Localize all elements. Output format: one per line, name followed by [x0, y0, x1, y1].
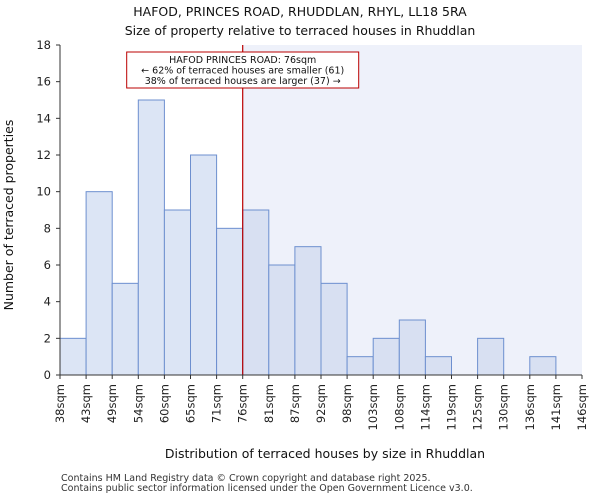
y-tick-label: 12	[36, 148, 51, 162]
plot-area: 0 2 4 6 8 10 12 14 16 18 38sqm 43sqm 49sqm 54sqm 60sqm…	[36, 38, 589, 430]
y-tick-label: 14	[36, 111, 51, 125]
x-tick-label-92sqm: 92sqm	[314, 384, 328, 423]
x-tick-label-71sqm: 71sqm	[210, 384, 224, 423]
bar-114sqm	[424, 356, 452, 376]
annotation-box: HAFOD PRINCES ROAD: 76sqm ← 62% of terra…	[126, 51, 360, 89]
x-tick-label-119sqm: 119sqm	[445, 384, 459, 430]
bar-108sqm	[398, 319, 426, 376]
y-tick-label: 18	[36, 38, 51, 52]
footer-line-2: Contains public sector information licen…	[61, 483, 473, 494]
y-axis-label: Number of terraced properties	[1, 120, 16, 311]
y-tick-label: 10	[36, 185, 51, 199]
bar-71sqm	[216, 227, 244, 376]
x-tick-label-49sqm: 49sqm	[105, 384, 119, 423]
y-tick-label: 8	[44, 221, 51, 235]
bar-76sqm	[242, 209, 270, 376]
annotation-line-1: HAFOD PRINCES ROAD: 76sqm	[169, 55, 316, 66]
annotation-line-2: ← 62% of terraced houses are smaller (61…	[141, 66, 344, 77]
x-tick-label-114sqm: 114sqm	[418, 384, 432, 430]
bar-92sqm	[320, 282, 348, 376]
bar-65sqm	[190, 154, 218, 376]
x-tick-label-146sqm: 146sqm	[575, 384, 589, 430]
x-tick-label-81sqm: 81sqm	[262, 384, 276, 423]
chart-subtitle: Size of property relative to terraced ho…	[125, 23, 476, 38]
bar-103sqm	[372, 337, 400, 376]
annotation-line-3: 38% of terraced houses are larger (37) →	[145, 76, 341, 87]
x-tick-label-76sqm: 76sqm	[236, 384, 250, 423]
y-tick-label: 0	[44, 368, 51, 382]
x-tick-label-108sqm: 108sqm	[392, 384, 406, 430]
bar-49sqm	[111, 282, 139, 376]
bar-60sqm	[163, 209, 191, 376]
x-tick-label-136sqm: 136sqm	[523, 384, 537, 430]
bar-87sqm	[294, 246, 322, 376]
y-tick-label: 6	[44, 258, 51, 272]
x-tick-label-43sqm: 43sqm	[79, 384, 93, 423]
y-tick-label: 16	[36, 75, 51, 89]
x-tick-label-103sqm: 103sqm	[366, 384, 380, 430]
x-tick-label-60sqm: 60sqm	[157, 384, 171, 423]
bar-38sqm	[59, 337, 87, 376]
x-tick-label-130sqm: 130sqm	[497, 384, 511, 430]
bar-136sqm	[529, 356, 557, 376]
x-tick-label-141sqm: 141sqm	[549, 384, 563, 430]
x-tick-label-98sqm: 98sqm	[340, 384, 354, 423]
x-tick-label-125sqm: 125sqm	[471, 384, 485, 430]
x-tick-label-38sqm: 38sqm	[53, 384, 67, 423]
chart-title: HAFOD, PRINCES ROAD, RHUDDLAN, RHYL, LL1…	[133, 4, 467, 19]
x-tick-label-87sqm: 87sqm	[288, 384, 302, 423]
y-tick-label: 2	[44, 331, 51, 345]
bar-125sqm	[477, 337, 505, 376]
bar-98sqm	[346, 356, 374, 376]
x-tick-label-65sqm: 65sqm	[184, 384, 198, 423]
bar-43sqm	[85, 191, 113, 376]
bar-54sqm	[137, 99, 165, 376]
footer-line-1: Contains HM Land Registry data © Crown c…	[61, 473, 431, 484]
y-tick-label: 4	[44, 295, 51, 309]
x-axis-label: Distribution of terraced houses by size …	[165, 446, 485, 461]
bar-81sqm	[268, 264, 296, 376]
x-tick-label-54sqm: 54sqm	[131, 384, 145, 423]
